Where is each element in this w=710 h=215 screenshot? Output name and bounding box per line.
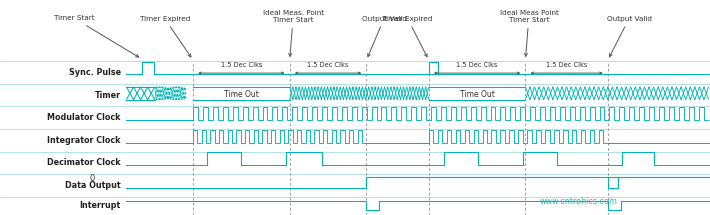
Text: Output Valid: Output Valid xyxy=(361,15,407,57)
Text: 1.5 Dec Clks: 1.5 Dec Clks xyxy=(221,62,262,68)
Text: Timer Start: Timer Start xyxy=(54,15,138,57)
Text: Interrupt: Interrupt xyxy=(80,201,121,210)
Text: 1.5 Dec Clks: 1.5 Dec Clks xyxy=(457,62,498,68)
Text: Time Out: Time Out xyxy=(459,90,495,98)
Text: 0: 0 xyxy=(89,174,95,183)
Text: Sync. Pulse: Sync. Pulse xyxy=(69,68,121,77)
Text: Timer Expired: Timer Expired xyxy=(383,15,432,57)
Text: Ideal Meas. Point
Timer Start: Ideal Meas. Point Timer Start xyxy=(263,10,324,56)
Text: Data Output: Data Output xyxy=(65,181,121,190)
Text: Timer Expired: Timer Expired xyxy=(140,15,191,57)
Text: Ideal Meas Point
Timer Start: Ideal Meas Point Timer Start xyxy=(500,10,558,56)
Text: Output Valid: Output Valid xyxy=(606,15,652,57)
Text: Time Out: Time Out xyxy=(224,90,259,98)
Text: Integrator Clock: Integrator Clock xyxy=(47,136,121,145)
Text: 1.5 Dec Clks: 1.5 Dec Clks xyxy=(307,62,349,68)
Text: www.cntrohics.com: www.cntrohics.com xyxy=(540,197,618,206)
Text: Timer: Timer xyxy=(94,91,121,100)
Text: 1.5 Dec Clks: 1.5 Dec Clks xyxy=(546,62,587,68)
Text: Decimator Clock: Decimator Clock xyxy=(47,158,121,167)
Text: Modulator Clock: Modulator Clock xyxy=(47,113,121,122)
